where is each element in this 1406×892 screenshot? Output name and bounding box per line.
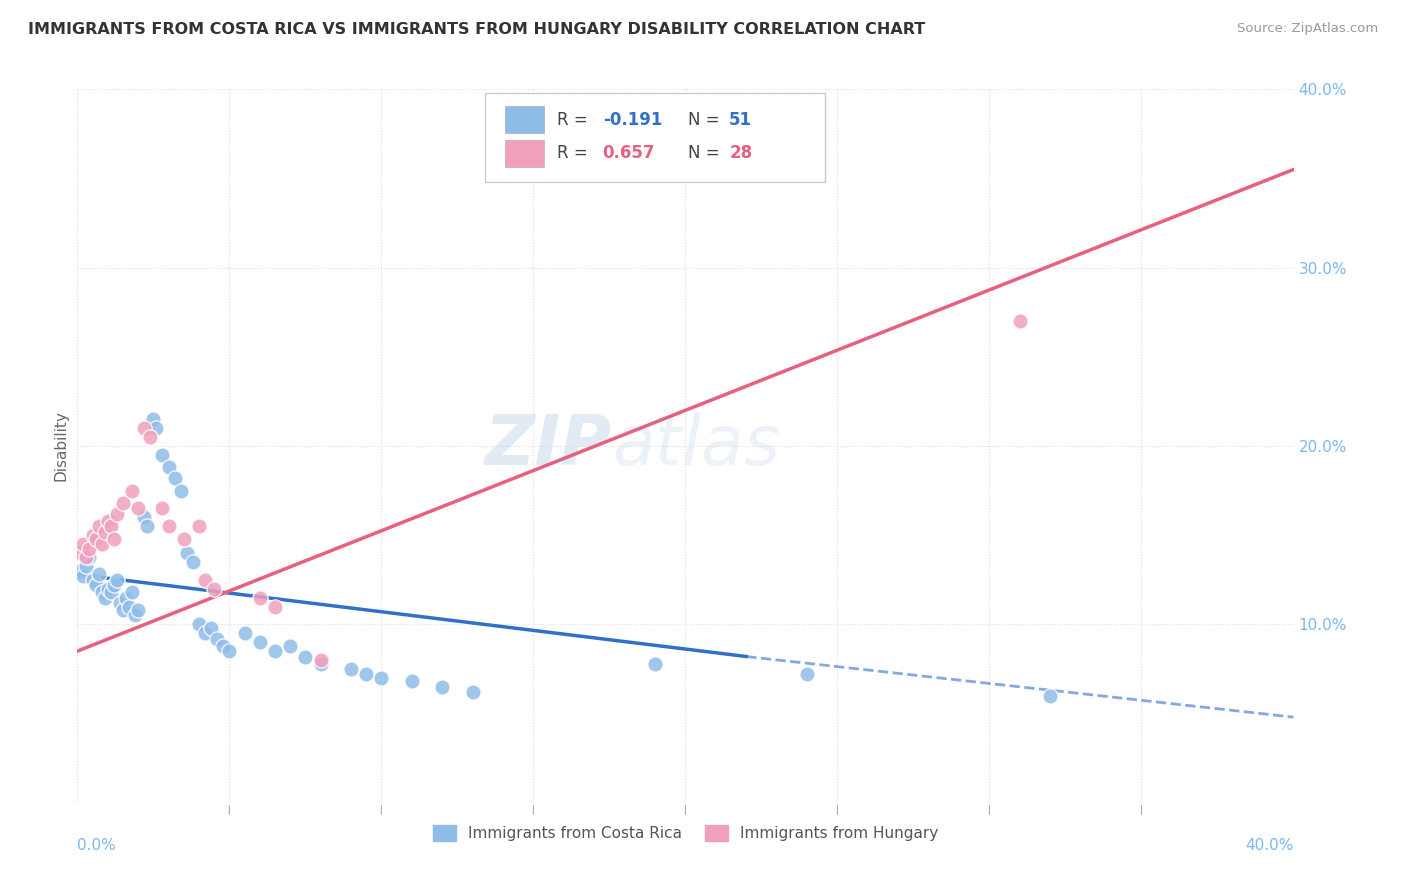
Point bbox=[188, 519, 211, 533]
Point bbox=[173, 532, 195, 546]
Point bbox=[82, 573, 104, 587]
Point bbox=[127, 603, 149, 617]
Point bbox=[370, 671, 392, 685]
Point bbox=[69, 546, 91, 560]
Point bbox=[79, 549, 101, 564]
Point bbox=[108, 596, 131, 610]
Point bbox=[87, 519, 110, 533]
Point bbox=[205, 632, 228, 646]
Point bbox=[115, 591, 138, 605]
FancyBboxPatch shape bbox=[505, 106, 544, 134]
Point bbox=[152, 448, 174, 462]
Point bbox=[176, 546, 198, 560]
Point bbox=[103, 578, 125, 592]
FancyBboxPatch shape bbox=[485, 93, 825, 182]
Point bbox=[90, 537, 112, 551]
Point bbox=[181, 555, 204, 569]
Point bbox=[157, 519, 180, 533]
Text: N =: N = bbox=[688, 111, 724, 128]
Point bbox=[82, 528, 104, 542]
Point bbox=[644, 657, 666, 671]
Point bbox=[200, 621, 222, 635]
Text: ZIP: ZIP bbox=[485, 412, 613, 480]
Point bbox=[139, 430, 162, 444]
Point bbox=[163, 471, 186, 485]
Point bbox=[796, 667, 818, 681]
Point bbox=[202, 582, 225, 596]
Point bbox=[340, 662, 363, 676]
Text: 0.0%: 0.0% bbox=[77, 838, 117, 854]
Point bbox=[111, 603, 134, 617]
Point bbox=[264, 599, 287, 614]
Point bbox=[157, 460, 180, 475]
Text: 0.657: 0.657 bbox=[603, 145, 655, 162]
Point bbox=[249, 635, 271, 649]
Point bbox=[84, 578, 107, 592]
Point bbox=[401, 674, 423, 689]
Text: 51: 51 bbox=[730, 111, 752, 128]
Point bbox=[194, 573, 217, 587]
Point bbox=[354, 667, 377, 681]
Point bbox=[105, 507, 128, 521]
Point bbox=[105, 573, 128, 587]
Point bbox=[90, 585, 112, 599]
Y-axis label: Disability: Disability bbox=[53, 410, 69, 482]
Point bbox=[1039, 689, 1062, 703]
Point bbox=[134, 510, 156, 524]
Point bbox=[170, 483, 193, 498]
Text: Source: ZipAtlas.com: Source: ZipAtlas.com bbox=[1237, 22, 1378, 36]
Point bbox=[84, 532, 107, 546]
Text: -0.191: -0.191 bbox=[603, 111, 662, 128]
Point bbox=[79, 542, 101, 557]
Point bbox=[461, 685, 484, 699]
Point bbox=[233, 626, 256, 640]
Point bbox=[1008, 314, 1031, 328]
Text: atlas: atlas bbox=[613, 412, 780, 480]
Point bbox=[118, 599, 141, 614]
Point bbox=[72, 569, 94, 583]
Point bbox=[97, 582, 120, 596]
Text: R =: R = bbox=[557, 145, 592, 162]
Point bbox=[142, 412, 165, 426]
Point bbox=[93, 591, 115, 605]
Point bbox=[309, 657, 332, 671]
Point bbox=[134, 421, 156, 435]
Point bbox=[294, 649, 316, 664]
Point bbox=[218, 644, 240, 658]
Text: IMMIGRANTS FROM COSTA RICA VS IMMIGRANTS FROM HUNGARY DISABILITY CORRELATION CHA: IMMIGRANTS FROM COSTA RICA VS IMMIGRANTS… bbox=[28, 22, 925, 37]
Point bbox=[212, 639, 235, 653]
Point bbox=[309, 653, 332, 667]
Point bbox=[111, 496, 134, 510]
Point bbox=[152, 501, 174, 516]
Point bbox=[249, 591, 271, 605]
Point bbox=[136, 519, 159, 533]
Point bbox=[145, 421, 167, 435]
Text: 28: 28 bbox=[730, 145, 752, 162]
Point bbox=[87, 567, 110, 582]
Point bbox=[430, 680, 453, 694]
Point bbox=[278, 639, 301, 653]
Point bbox=[188, 617, 211, 632]
Text: 40.0%: 40.0% bbox=[1246, 838, 1294, 854]
Point bbox=[264, 644, 287, 658]
Point bbox=[121, 585, 143, 599]
Point bbox=[100, 585, 122, 599]
Point bbox=[72, 537, 94, 551]
Point bbox=[97, 514, 120, 528]
FancyBboxPatch shape bbox=[505, 140, 544, 167]
Point bbox=[121, 483, 143, 498]
Text: N =: N = bbox=[688, 145, 724, 162]
Legend: Immigrants from Costa Rica, Immigrants from Hungary: Immigrants from Costa Rica, Immigrants f… bbox=[425, 817, 946, 848]
Point bbox=[124, 608, 146, 623]
Point bbox=[75, 549, 97, 564]
Point bbox=[69, 564, 91, 578]
Point bbox=[127, 501, 149, 516]
Point bbox=[194, 626, 217, 640]
Point bbox=[75, 558, 97, 573]
Text: R =: R = bbox=[557, 111, 592, 128]
Point bbox=[103, 532, 125, 546]
Point bbox=[100, 519, 122, 533]
Point bbox=[93, 524, 115, 539]
